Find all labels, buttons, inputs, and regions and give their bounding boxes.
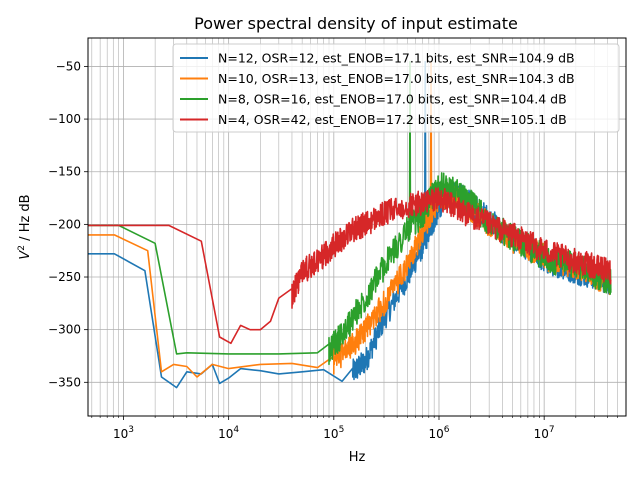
chart-title: Power spectral density of input estimate	[194, 14, 518, 33]
x-tick-label: 105	[323, 425, 344, 441]
x-tick-label: 107	[534, 425, 555, 441]
legend-box	[172, 43, 620, 133]
x-tick-label-exp: 7	[549, 425, 555, 435]
legend: N=12, OSR=12, est_ENOB=17.1 bits, est_SN…	[172, 43, 620, 133]
legend-label: N=10, OSR=13, est_ENOB=17.0 bits, est_SN…	[218, 71, 575, 86]
y-tick-label: −100	[48, 112, 81, 126]
x-tick-label-base: 10	[428, 427, 443, 441]
y-axis-label: V2 / Hz dB	[17, 194, 33, 259]
y-tick-label: −200	[48, 217, 81, 231]
y-tick-label: −150	[48, 165, 81, 179]
y-axis-label-unit: / Hz dB	[18, 194, 33, 245]
y-tick-label: −50	[56, 59, 81, 73]
x-axis-label: Hz	[349, 450, 366, 465]
ticks: 103 104 105 106 107−50−100−150−200−250−300−3…	[48, 59, 618, 441]
series-line-4	[88, 187, 612, 345]
series-layer	[88, 61, 612, 389]
x-tick-label-base: 10	[323, 427, 338, 441]
plot-frame	[87, 37, 627, 417]
legend-label: N=12, OSR=12, est_ENOB=17.1 bits, est_SN…	[218, 51, 575, 66]
y-tick-label: −250	[48, 270, 81, 284]
x-tick-label-exp: 3	[128, 425, 134, 435]
legend-label: N=8, OSR=16, est_ENOB=17.0 bits, est_SNR…	[218, 92, 567, 107]
x-tick-label-base: 10	[113, 427, 128, 441]
y-tick-label: −300	[48, 323, 81, 337]
y-tick-label: −350	[48, 375, 81, 389]
x-tick-label-exp: 5	[339, 425, 345, 435]
x-tick-label: 103	[113, 425, 134, 441]
x-tick-label-base: 10	[534, 427, 549, 441]
legend-label: N=4, OSR=42, est_ENOB=17.2 bits, est_SNR…	[218, 112, 567, 127]
x-tick-label-base: 10	[218, 427, 233, 441]
y-axis-label-sup: 2	[17, 245, 27, 251]
x-tick-label: 106	[428, 425, 449, 441]
x-tick-label: 104	[218, 425, 239, 441]
series-line-3	[88, 172, 612, 366]
x-tick-label-exp: 4	[233, 425, 239, 435]
x-tick-label-exp: 6	[444, 425, 450, 435]
y-axis-label-base: V	[18, 250, 33, 260]
series-line-1	[88, 182, 612, 389]
